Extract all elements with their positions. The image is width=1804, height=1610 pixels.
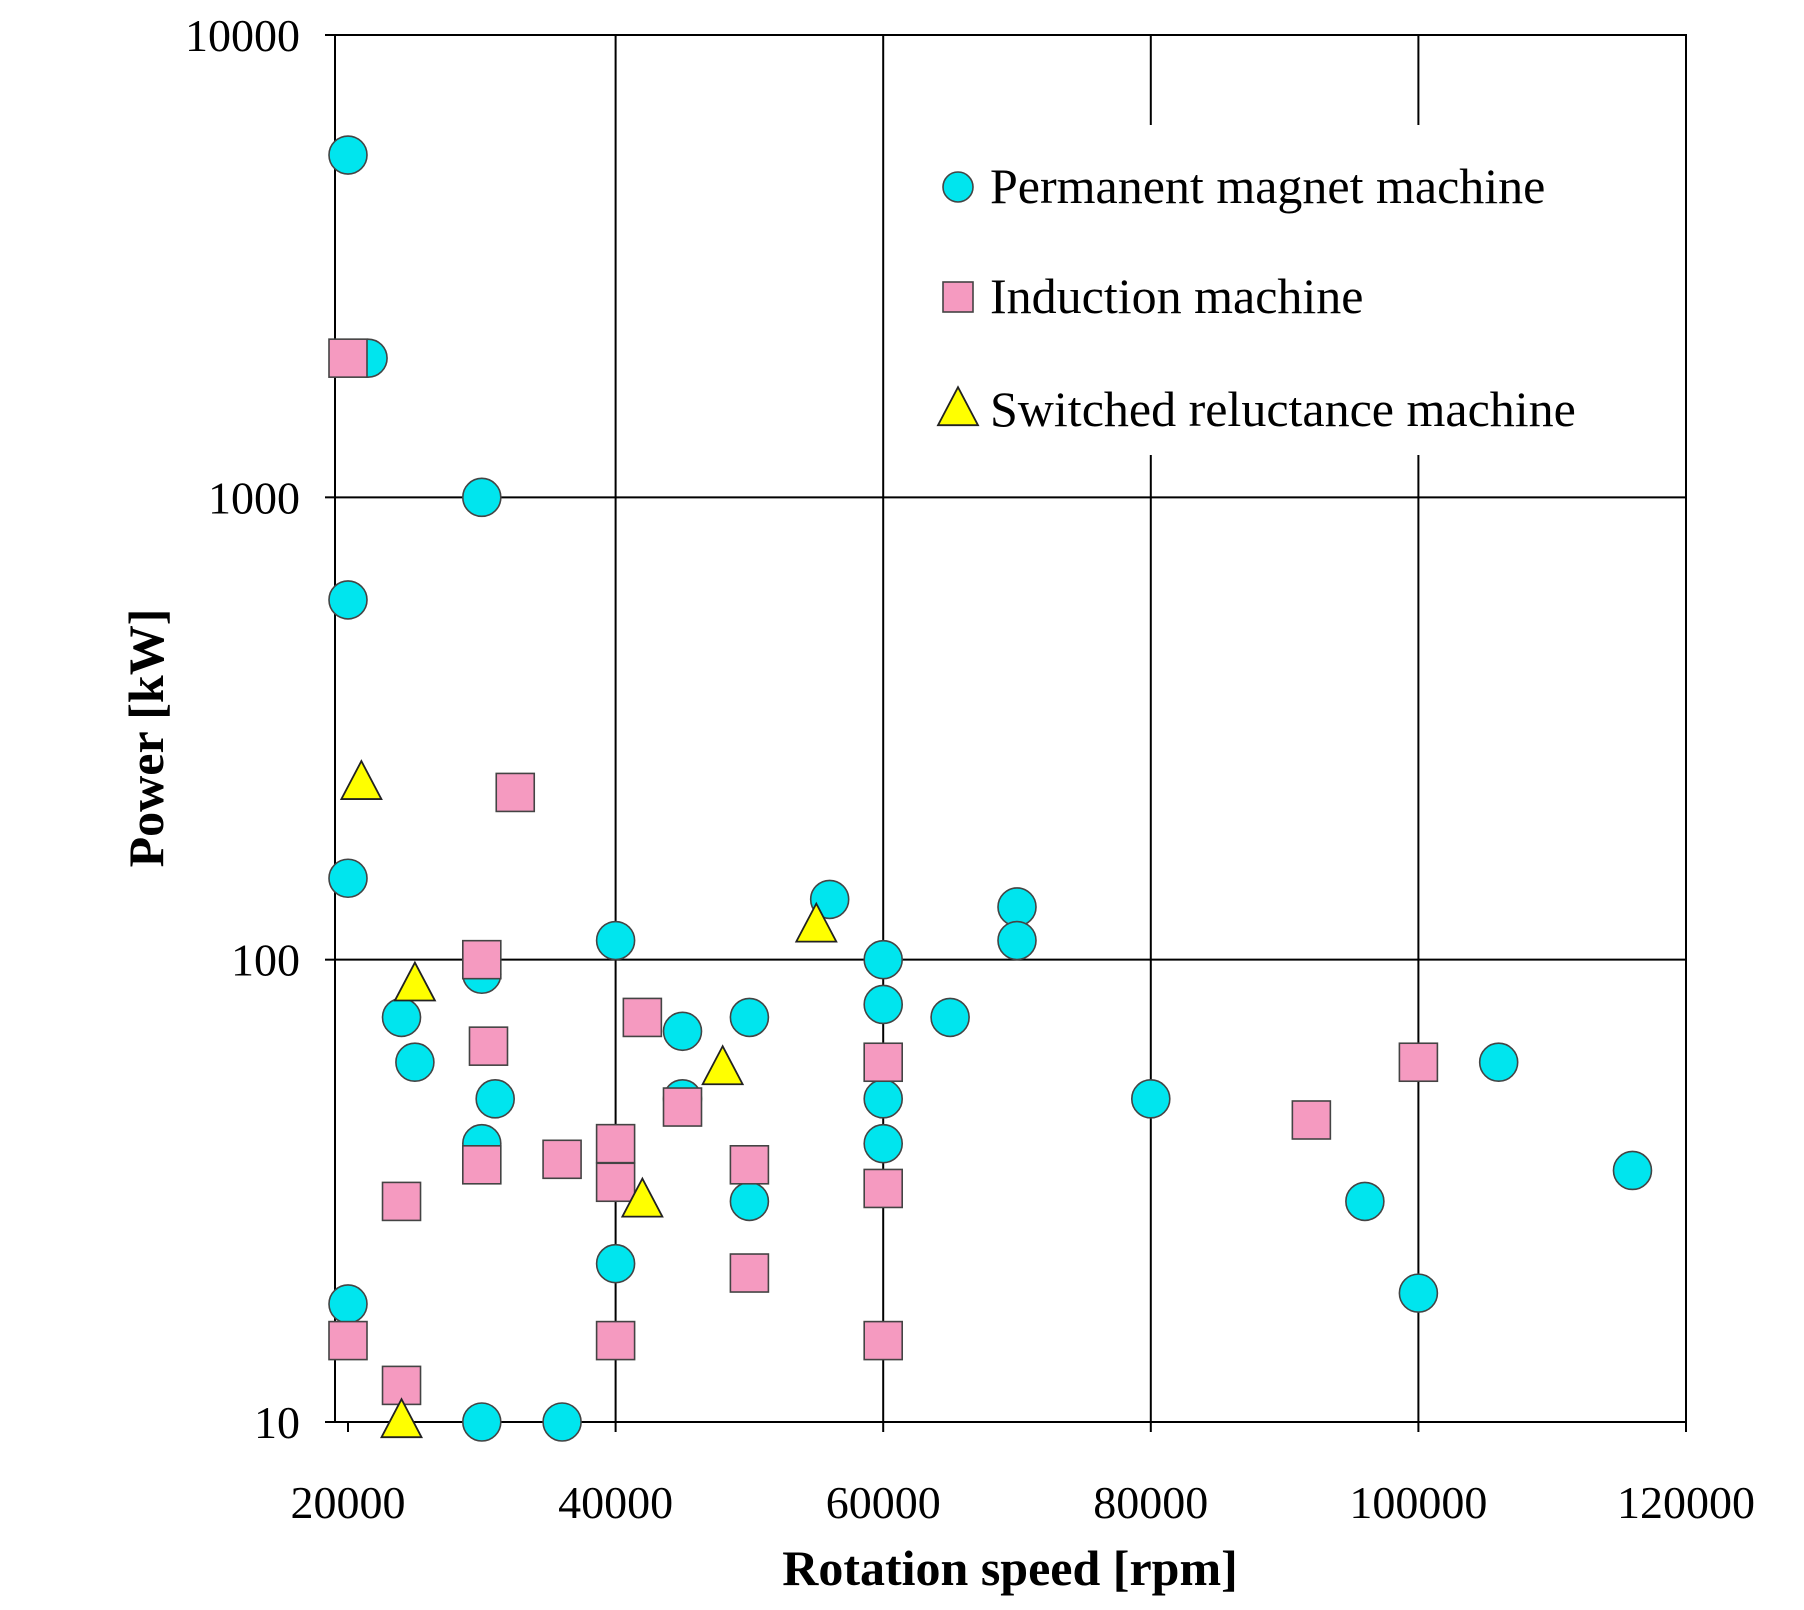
circle-point xyxy=(595,920,636,961)
x-tick-label: 120000 xyxy=(1617,1477,1755,1528)
series-triangle xyxy=(339,759,838,1439)
circle-point xyxy=(997,887,1037,927)
circle-point xyxy=(542,1402,582,1442)
y-axis-ticks: 10 100 1000 10000 xyxy=(185,10,335,1448)
square-point xyxy=(622,997,663,1038)
triangle-point xyxy=(794,901,838,943)
circle-point xyxy=(1398,1273,1439,1313)
y-tick-label: 10 xyxy=(254,1397,300,1448)
circle-point xyxy=(395,1042,435,1083)
circle-point xyxy=(809,879,850,920)
square-point xyxy=(328,1320,368,1361)
circle-point xyxy=(595,1243,636,1284)
circle-point xyxy=(930,997,970,1038)
triangle-point xyxy=(701,1044,745,1086)
x-tick-label: 20000 xyxy=(291,1477,406,1528)
square-point xyxy=(542,1139,582,1180)
circle-point xyxy=(729,1181,770,1222)
square-point xyxy=(595,1320,636,1361)
y-axis-title: Power [kW] xyxy=(118,609,174,868)
x-tick-label: 40000 xyxy=(558,1477,673,1528)
legend-square-marker xyxy=(942,281,974,313)
plot-frame xyxy=(334,34,1687,1423)
circle-point xyxy=(461,477,502,518)
square-point xyxy=(495,772,536,813)
circle-point xyxy=(863,1123,904,1164)
triangle-point xyxy=(380,1397,424,1439)
legend-background xyxy=(905,125,1640,455)
square-point xyxy=(468,1026,509,1066)
legend-triangle-marker xyxy=(936,385,980,427)
square-point xyxy=(729,1145,770,1185)
triangle-point xyxy=(620,1176,664,1218)
triangle-point xyxy=(393,960,437,1002)
circle-point xyxy=(1612,1150,1653,1191)
circle-point xyxy=(328,580,368,620)
data-points xyxy=(328,135,1653,1442)
square-point xyxy=(461,939,502,980)
legend-circle-marker xyxy=(942,171,974,203)
legend: Permanent magnet machine Induction machin… xyxy=(905,125,1640,455)
square-point xyxy=(662,1087,703,1127)
circle-point xyxy=(475,1079,515,1119)
circle-point xyxy=(997,920,1037,961)
square-point xyxy=(461,1145,502,1185)
square-point xyxy=(1398,1042,1439,1083)
circle-point xyxy=(461,1402,502,1442)
y-tick-label: 100 xyxy=(231,935,300,986)
circle-point xyxy=(729,997,770,1038)
square-point xyxy=(328,338,368,378)
x-tick-label: 80000 xyxy=(1093,1477,1208,1528)
circle-point xyxy=(1345,1181,1385,1222)
legend-label: Induction machine xyxy=(990,268,1364,324)
x-tick-label: 60000 xyxy=(826,1477,941,1528)
y-tick-label: 10000 xyxy=(185,10,300,61)
y-tick-label: 1000 xyxy=(208,472,300,523)
circle-point xyxy=(863,1079,904,1119)
circle-point xyxy=(328,858,368,899)
square-point xyxy=(1291,1100,1332,1140)
legend-label: Switched reluctance machine xyxy=(990,381,1576,437)
triangle-point xyxy=(339,759,383,800)
circle-point xyxy=(328,1284,368,1324)
circle-point xyxy=(1478,1042,1519,1083)
x-axis-title: Rotation speed [rpm] xyxy=(782,1540,1238,1596)
square-point xyxy=(595,1162,636,1203)
square-point xyxy=(595,1123,636,1164)
circle-point xyxy=(662,1011,703,1052)
square-point xyxy=(381,1181,422,1222)
legend-label: Permanent magnet machine xyxy=(990,158,1545,214)
square-point xyxy=(729,1253,770,1293)
circle-point xyxy=(1131,1079,1171,1119)
square-point xyxy=(863,1042,904,1083)
circle-point xyxy=(863,939,904,980)
square-point xyxy=(863,1168,904,1209)
x-axis-ticks: 20000 40000 60000 80000 100000 120000 xyxy=(291,1422,1755,1528)
circle-point xyxy=(381,997,422,1038)
circle-point xyxy=(328,135,368,175)
series-square xyxy=(328,338,1439,1406)
x-tick-label: 100000 xyxy=(1349,1477,1487,1528)
circle-point xyxy=(863,984,904,1025)
square-point xyxy=(863,1320,904,1361)
